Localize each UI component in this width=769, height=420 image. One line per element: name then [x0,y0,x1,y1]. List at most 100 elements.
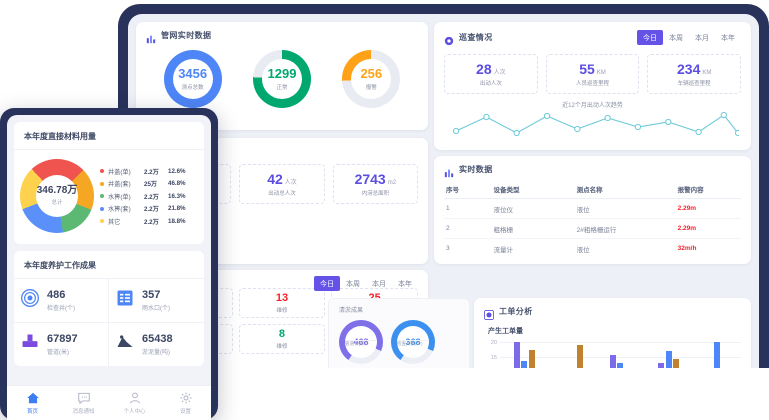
donut-normal-label: 正常 [276,84,288,91]
donut-total-label: 测点总数 [181,84,204,91]
tab-today[interactable]: 今日 [637,30,663,45]
legend-item: 井盖(套) 25万 46.8% [100,179,196,188]
grate-icon [115,288,135,313]
workorder-panel-title: 工单分析 [499,307,533,316]
cell-index: 1 [444,198,492,219]
material-legend: 井盖(单) 2.2万 12.6% 井盖(套) 25万 46.8% 水 [94,167,196,226]
legend-item: 水箅(套) 2.2万 21.8% [100,204,196,213]
pipeline-panel-header: 管网实时数据 [136,22,428,46]
repair-tab-group[interactable]: 今日 本周 本月 本年 [314,276,418,291]
legend-pct: 16.3% [168,192,186,200]
maintenance-pipe-value: 67897 [47,332,78,345]
donut-total-center: 3456 测点总数 [172,59,213,99]
cell-index: 3 [446,245,450,252]
legend-item: 井盖(单) 2.2万 12.6% [100,167,196,176]
legend-value: 2.2万 [144,193,159,201]
stat-repair-red-value: 13 [275,291,289,304]
workorder-panel-header: 工单分析 [474,298,751,322]
tabbar-item-message[interactable]: 消息通知 [58,386,109,420]
tabbar-item-home[interactable]: 首页 [7,386,58,420]
maintenance-item-grate[interactable]: 357 雨水口(个) [109,279,204,323]
bar-series-3-4月 [673,358,680,368]
cell-index: 2 [444,218,492,239]
bar-group [513,342,535,368]
col-alarm-content: 报警内容 [675,180,741,199]
cell-device-type: 粗格栅 [491,218,575,239]
kpi-staff-value: 55 [579,60,595,77]
tabbar-home-label: 首页 [26,409,38,415]
cell-alarm-content: 2.29m [675,198,741,219]
maintenance-results-card: 本年度养护工作成果 486 检查井(个) [14,251,204,366]
donut-alarm: 256 报警 [342,50,401,108]
bar-series-1-4月 [658,362,665,368]
stat-repair-red-caption: 维修 [276,307,288,314]
donut-row: 3456 测点总数 1299 正常 256 报警 [136,46,428,108]
legend-value: 25万 [144,181,158,188]
ytick-15: 15 [490,354,497,361]
patrol-kpi-row: 28 人次 出动人次 55 KM 人员巡查里程 234 KM 车辆巡查里程 [434,50,751,94]
tab-week[interactable]: 本周 [669,34,683,42]
legend-name: 水箅(套) [108,206,131,213]
maintenance-grid: 486 检查井(个) 357 雨水口(个) [14,279,204,366]
tab-today-2[interactable]: 今日 [314,276,340,291]
tab-month-2[interactable]: 本月 [372,280,386,288]
phone-tabbar[interactable]: 首页 消息通知 个人中心 设置 [7,385,211,420]
realtime-panel-header: 实时数据 [434,156,751,180]
tab-year-2[interactable]: 本年 [398,280,412,288]
kpi-staff-unit: KM [596,69,606,76]
tabbar-message-label: 消息通知 [72,409,95,415]
cell-device-type: 流量计 [493,246,514,254]
message-icon [77,392,90,405]
legend-name: 其它 [108,218,121,226]
patrol-tab-group[interactable]: 今日 本周 本月 本年 [637,30,741,45]
gauge-pipe-center: 468 管道长(米) [345,326,377,358]
gauge-row-bottom [329,366,469,368]
kpi-dispatch-caption: 出动人次 [479,80,502,87]
kpi-total-dispatch-caption: 出动总人次 [268,190,296,197]
dredge-result-title: 清淤成果 [339,308,364,314]
tabbar-item-settings[interactable]: 设置 [160,386,211,420]
stat-cell-repair-green: 8 维修 [238,324,326,354]
legend-name: 井盖(套) [108,181,131,188]
tabbar-item-person[interactable]: 个人中心 [109,386,160,420]
table-row[interactable]: 3 流量计 液位 32m/h [444,239,741,259]
kpi-total-dispatch-value: 42 [267,170,283,187]
pipeline-panel-title: 管网实时数据 [161,31,212,40]
tabbar-settings-label: 设置 [179,409,191,415]
material-total-value: 346.78万 [36,185,78,196]
trend-chart-title: 近12个月出动人次趋势 [562,103,623,109]
gauge-manhole-count: 368 检查井数(个) [391,320,435,364]
table-row[interactable]: 2 粗格栅 2#粗格栅运行 2.29m [444,218,741,239]
home-icon [26,392,39,404]
cell-point-name: 液位 [576,246,590,254]
legend-dot-icon [100,219,104,223]
legend-value: 2.2万 [144,218,159,226]
tab-month[interactable]: 本月 [695,34,709,42]
maintenance-item-sludge[interactable]: 65438 淤泥量(吨) [109,323,204,366]
tablet-screen: 管网实时数据 3456 测点总数 1299 正常 [128,14,759,368]
maintenance-item-pipe[interactable]: 67897 管道(米) [14,323,109,366]
alarm-table: 序号 设备类型 测点名称 报警内容 1 液位仪 液位 2.29m [444,180,741,258]
realtime-data-panel: 实时数据 序号 设备类型 测点名称 报警内容 1 液位仪 液位 [434,156,751,264]
tab-year[interactable]: 本年 [721,34,735,42]
table-row[interactable]: 1 液位仪 液位 2.29m [444,198,741,219]
maintenance-item-manhole[interactable]: 486 检查井(个) [14,279,109,323]
patrol-panel: 巡查情况 今日 本周 本月 本年 28 人次 出动人次 55 KM [434,22,751,150]
gear-icon [179,392,192,404]
legend-value: 2.2万 [144,206,159,213]
kpi-dispatch-count: 28 人次 出动人次 [444,54,538,94]
bar-group [658,342,680,368]
bar-series-2-5月 [713,342,720,368]
legend-dot-icon [100,181,104,186]
stat-dredge-red-value: 25 [369,292,381,304]
maintenance-grate-value: 357 [142,288,161,301]
kpi-flood-area-unit: m2 [387,179,397,186]
kpi-total-dispatch-unit: 人次 [284,179,297,186]
tab-week-2[interactable]: 本周 [346,280,360,288]
cell-device-type: 液位仪 [491,198,575,219]
donut-total: 3456 测点总数 [163,50,222,108]
eye-icon [444,33,454,45]
bar-chart-icon [444,165,454,177]
bar-series-3-1月 [528,350,535,368]
